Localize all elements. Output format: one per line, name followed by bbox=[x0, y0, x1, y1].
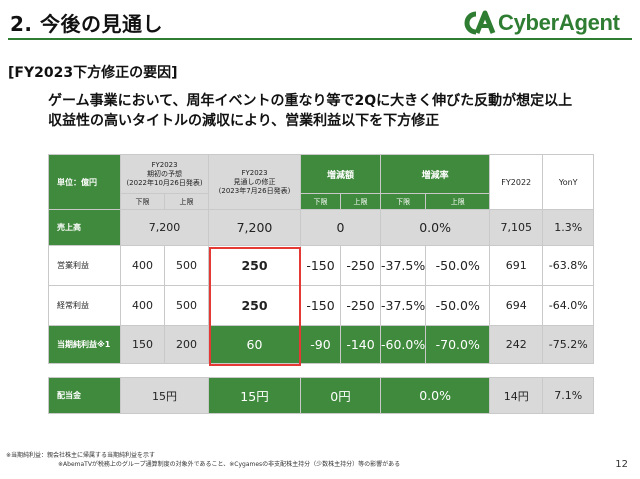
col-header-revised-forecast: FY2023 見通しの修正 (2023年7月26日発表) bbox=[208, 154, 301, 210]
cell-value: 0.0% bbox=[379, 377, 491, 414]
cell-value: 150 bbox=[120, 325, 165, 364]
cell-value: -250 bbox=[340, 245, 381, 286]
table-row: 売上高 7,200 7,200 0 0.0% 7,105 1.3% bbox=[48, 209, 595, 246]
company-logo: CyberAgent bbox=[462, 9, 620, 37]
cell-value: -250 bbox=[340, 285, 381, 326]
row-label: 当期純利益※1 bbox=[48, 325, 121, 364]
cell-value: -90 bbox=[300, 325, 341, 364]
cell-value: 14円 bbox=[489, 377, 544, 414]
highlight-box bbox=[209, 247, 301, 366]
lead-line-1: ゲーム事業において、周年イベントの重なり等で2Qに大きく伸びた反動が想定以上 bbox=[48, 93, 573, 109]
col-header-change-amount: 増減額 bbox=[300, 154, 381, 194]
cell-value: 7,200 bbox=[120, 209, 209, 246]
lead-line-2: 収益性の高いタイトルの減収により、営業利益以下を下方修正 bbox=[48, 113, 440, 129]
cell-value: -63.8% bbox=[542, 245, 595, 286]
col-header-change-rate: 増減率 bbox=[379, 154, 491, 194]
cell-value: 500 bbox=[164, 285, 209, 326]
row-label: 営業利益 bbox=[48, 245, 121, 286]
footnote-line-1: ※当期純利益：親会社株主に帰属する当期純利益を示す bbox=[6, 452, 156, 459]
page-title: 2. 今後の見通し bbox=[10, 12, 163, 36]
sub-high: 上限 bbox=[164, 193, 209, 210]
cell-value: -150 bbox=[300, 245, 341, 286]
col-header-original-forecast: FY2023 期初の予想 (2022年10月26日発表) bbox=[120, 154, 209, 194]
cell-value: -50.0% bbox=[425, 285, 491, 326]
cell-value: -37.5% bbox=[379, 245, 427, 286]
section-subtitle: [FY2023下方修正の要因] bbox=[8, 65, 178, 81]
cell-value: 400 bbox=[120, 285, 165, 326]
sub-low: 下限 bbox=[379, 193, 427, 210]
cell-value: 500 bbox=[164, 245, 209, 286]
cell-value: 7,200 bbox=[208, 209, 301, 246]
table-row: 経常利益 400 500 250 -150 -250 -37.5% -50.0%… bbox=[48, 285, 595, 326]
sub-low: 下限 bbox=[120, 193, 165, 210]
cell-value: 0円 bbox=[300, 377, 381, 414]
cell-value: 242 bbox=[489, 325, 544, 364]
cell-value: -140 bbox=[340, 325, 381, 364]
cell-value: 15円 bbox=[208, 377, 301, 414]
footnote-line-2: ※AbemaTVが税務上のグループ通算制度の対象外であること、※Cygamesの… bbox=[58, 461, 401, 468]
lead-text: ゲーム事業において、周年イベントの重なり等で2Qに大きく伸びた反動が想定以上 収… bbox=[48, 91, 572, 131]
cell-value: 60 bbox=[208, 325, 301, 364]
cell-value: -70.0% bbox=[425, 325, 491, 364]
row-label: 経常利益 bbox=[48, 285, 121, 326]
sub-low: 下限 bbox=[300, 193, 341, 210]
logo-text: CyberAgent bbox=[498, 10, 620, 35]
cell-value: -37.5% bbox=[379, 285, 427, 326]
sub-high: 上限 bbox=[340, 193, 381, 210]
cell-value: 691 bbox=[489, 245, 544, 286]
unit-label: 単位：億円 bbox=[48, 154, 121, 210]
cell-value: -150 bbox=[300, 285, 341, 326]
title-divider bbox=[8, 38, 632, 40]
page-number: 12 bbox=[615, 459, 628, 470]
cell-value: 7.1% bbox=[542, 377, 595, 414]
cell-value: 0 bbox=[300, 209, 381, 246]
cell-value: -60.0% bbox=[379, 325, 427, 364]
cell-value: -50.0% bbox=[425, 245, 491, 286]
forecast-table: 単位：億円 FY2023 期初の予想 (2022年10月26日発表) FY202… bbox=[48, 154, 595, 414]
cell-value: -64.0% bbox=[542, 285, 595, 326]
row-label: 売上高 bbox=[48, 209, 121, 246]
sub-high: 上限 bbox=[425, 193, 491, 210]
cell-value: 7,105 bbox=[489, 209, 544, 246]
cell-value: -75.2% bbox=[542, 325, 595, 364]
col-header-yony: YonY bbox=[542, 154, 595, 210]
cyberagent-logo-icon bbox=[462, 10, 496, 36]
col-header-fy2022: FY2022 bbox=[489, 154, 544, 210]
cell-value: 15円 bbox=[120, 377, 209, 414]
cell-value: 250 bbox=[208, 285, 301, 326]
table-row: 配当金 15円 15円 0円 0.0% 14円 7.1% bbox=[48, 377, 595, 414]
cell-value: 1.3% bbox=[542, 209, 595, 246]
cell-value: 694 bbox=[489, 285, 544, 326]
cell-value: 250 bbox=[208, 245, 301, 286]
cell-value: 0.0% bbox=[379, 209, 491, 246]
cell-value: 400 bbox=[120, 245, 165, 286]
row-label: 配当金 bbox=[48, 377, 121, 414]
footnote: ※当期純利益：親会社株主に帰属する当期純利益を示す ※AbemaTVが税務上のグ… bbox=[6, 451, 400, 469]
table-row: 当期純利益※1 150 200 60 -90 -140 -60.0% -70.0… bbox=[48, 325, 595, 364]
table-row: 営業利益 400 500 250 -150 -250 -37.5% -50.0%… bbox=[48, 245, 595, 286]
cell-value: 200 bbox=[164, 325, 209, 364]
